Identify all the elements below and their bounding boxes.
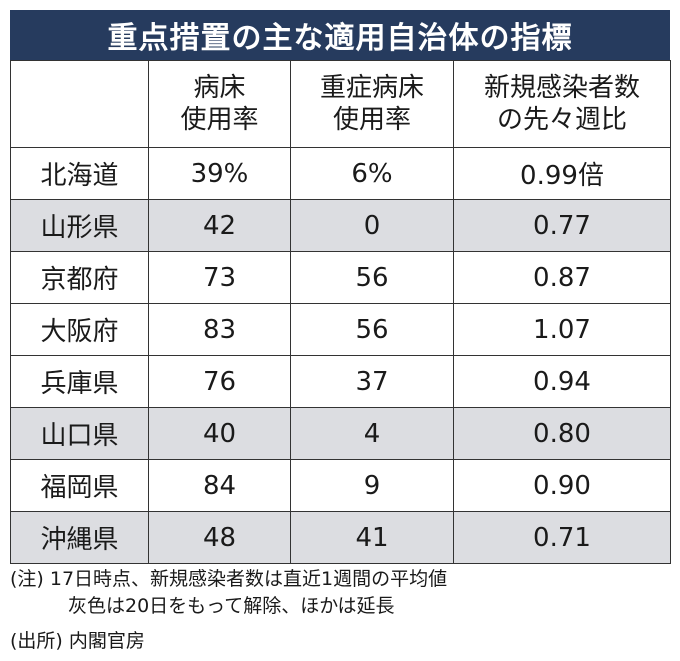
table-row: 沖縄県 48 41 0.71 xyxy=(10,511,671,564)
table-row: 京都府 73 56 0.87 xyxy=(10,251,671,304)
bed-usage-cell: 40 xyxy=(148,407,291,460)
bed-usage-cell: 48 xyxy=(148,511,291,564)
header-severe-bed-usage: 重症病床 使用率 xyxy=(290,60,454,148)
table-row: 福岡県 84 9 0.90 xyxy=(10,459,671,512)
new-cases-ratio-cell: 0.80 xyxy=(453,407,671,460)
table-row: 兵庫県 76 37 0.94 xyxy=(10,355,671,408)
bed-usage-cell: 39% xyxy=(148,147,291,200)
severe-bed-usage-cell: 41 xyxy=(290,511,454,564)
table-row: 山形県 42 0 0.77 xyxy=(10,199,671,252)
severe-bed-usage-cell: 9 xyxy=(290,459,454,512)
prefecture-cell: 山形県 xyxy=(10,199,149,252)
new-cases-ratio-cell: 1.07 xyxy=(453,303,671,356)
new-cases-ratio-cell: 0.71 xyxy=(453,511,671,564)
header-new-cases-ratio: 新規感染者数 の先々週比 xyxy=(453,60,671,148)
indicator-table: 病床 使用率 重症病床 使用率 新規感染者数 の先々週比 北海道 39% 6% 0.9… xyxy=(10,60,671,564)
severe-bed-usage-cell: 37 xyxy=(290,355,454,408)
bed-usage-cell: 76 xyxy=(148,355,291,408)
severe-bed-usage-cell: 6% xyxy=(290,147,454,200)
new-cases-ratio-cell: 0.87 xyxy=(453,251,671,304)
prefecture-cell: 京都府 xyxy=(10,251,149,304)
table-row: 北海道 39% 6% 0.99倍 xyxy=(10,147,671,200)
source-line: (出所) 内閣官房 xyxy=(10,630,145,652)
header-bed-usage: 病床 使用率 xyxy=(148,60,291,148)
table-title: 重点措置の主な適用自治体の指標 xyxy=(10,10,670,60)
table-row: 山口県 40 4 0.80 xyxy=(10,407,671,460)
severe-bed-usage-cell: 4 xyxy=(290,407,454,460)
note-line-1: (注) 17日時点、新規感染者数は直近1週間の平均値 xyxy=(10,568,448,590)
table-row: 大阪府 83 56 1.07 xyxy=(10,303,671,356)
prefecture-cell: 福岡県 xyxy=(10,459,149,512)
prefecture-cell: 北海道 xyxy=(10,147,149,200)
severe-bed-usage-cell: 56 xyxy=(290,251,454,304)
new-cases-ratio-cell: 0.77 xyxy=(453,199,671,252)
severe-bed-usage-cell: 56 xyxy=(290,303,454,356)
bed-usage-cell: 42 xyxy=(148,199,291,252)
new-cases-ratio-cell: 0.90 xyxy=(453,459,671,512)
title-text: 重点措置の主な適用自治体の指標 xyxy=(107,21,573,56)
new-cases-ratio-cell: 0.94 xyxy=(453,355,671,408)
note-line-2: 灰色は20日をもって解除、ほかは延長 xyxy=(68,595,395,617)
severe-bed-usage-cell: 0 xyxy=(290,199,454,252)
new-cases-ratio-cell: 0.99倍 xyxy=(453,147,671,200)
notes: (注) 17日時点、新規感染者数は直近1週間の平均値 灰色は20日をもって解除、… xyxy=(10,566,670,655)
bed-usage-cell: 73 xyxy=(148,251,291,304)
prefecture-cell: 大阪府 xyxy=(10,303,149,356)
header-row: 病床 使用率 重症病床 使用率 新規感染者数 の先々週比 xyxy=(10,60,671,148)
prefecture-cell: 沖縄県 xyxy=(10,511,149,564)
header-blank xyxy=(10,60,149,148)
prefecture-cell: 山口県 xyxy=(10,407,149,460)
bed-usage-cell: 84 xyxy=(148,459,291,512)
bed-usage-cell: 83 xyxy=(148,303,291,356)
prefecture-cell: 兵庫県 xyxy=(10,355,149,408)
